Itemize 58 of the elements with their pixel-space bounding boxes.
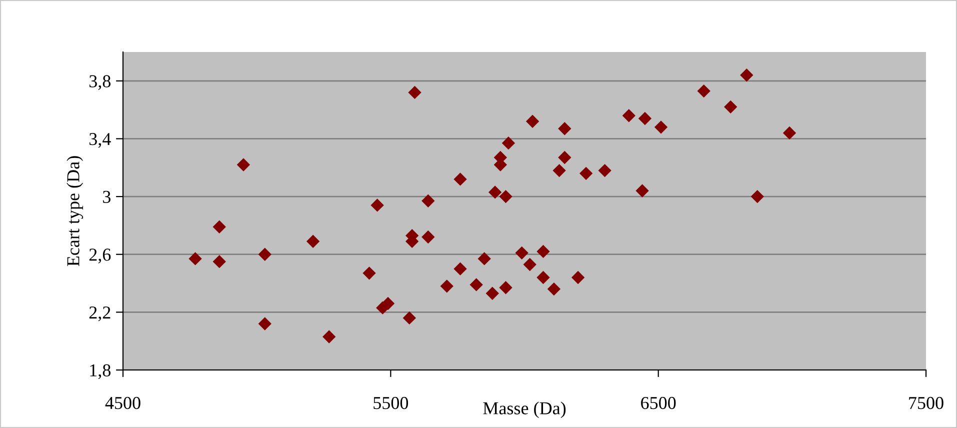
point bbox=[552, 164, 566, 178]
point bbox=[212, 220, 226, 234]
point bbox=[236, 158, 250, 172]
point bbox=[782, 126, 796, 140]
point bbox=[188, 252, 202, 266]
point bbox=[402, 311, 416, 325]
point bbox=[636, 184, 649, 198]
x-tick-label: 4500 bbox=[105, 396, 140, 410]
x-tick-label: 7500 bbox=[909, 396, 944, 410]
point bbox=[422, 194, 435, 208]
point bbox=[724, 100, 738, 114]
y-tick-label: 1,8 bbox=[90, 364, 111, 380]
point bbox=[478, 252, 491, 266]
point bbox=[381, 296, 395, 310]
point bbox=[654, 120, 668, 134]
point bbox=[322, 330, 336, 344]
point bbox=[536, 244, 550, 258]
point bbox=[638, 112, 652, 126]
point bbox=[579, 166, 593, 180]
point bbox=[258, 317, 272, 330]
y-tick-label: 3,8 bbox=[89, 75, 111, 90]
point bbox=[370, 198, 384, 212]
point bbox=[536, 270, 550, 284]
point bbox=[523, 258, 536, 272]
point bbox=[258, 248, 272, 261]
point bbox=[499, 281, 512, 294]
point bbox=[526, 114, 540, 128]
point bbox=[515, 246, 528, 260]
y-tick-label: 2,6 bbox=[89, 248, 111, 264]
point bbox=[499, 190, 512, 204]
point bbox=[440, 280, 454, 293]
y-tick-label: 3 bbox=[103, 190, 110, 203]
point bbox=[362, 266, 376, 280]
x-axis-title: Masse (Da) bbox=[483, 402, 566, 418]
y-axis-title: Ecart type (Da) bbox=[66, 156, 84, 266]
point bbox=[622, 109, 636, 122]
point bbox=[547, 282, 561, 296]
point bbox=[502, 136, 516, 150]
point bbox=[558, 150, 572, 164]
point bbox=[571, 270, 585, 284]
point bbox=[598, 164, 612, 178]
x-tick-label: 5500 bbox=[374, 396, 408, 410]
point bbox=[212, 255, 226, 268]
y-tick-label: 2,2 bbox=[89, 306, 110, 322]
point bbox=[558, 122, 572, 136]
point bbox=[422, 230, 435, 244]
point bbox=[454, 172, 467, 186]
point bbox=[454, 262, 467, 276]
x-tick-label: 6500 bbox=[641, 396, 676, 410]
y-tick-label: 3,4 bbox=[89, 133, 111, 148]
point bbox=[470, 278, 483, 292]
point bbox=[408, 86, 422, 100]
point bbox=[488, 186, 502, 199]
point bbox=[697, 84, 710, 98]
point bbox=[306, 234, 320, 248]
point bbox=[740, 68, 754, 82]
point bbox=[750, 190, 764, 204]
point bbox=[486, 286, 499, 300]
